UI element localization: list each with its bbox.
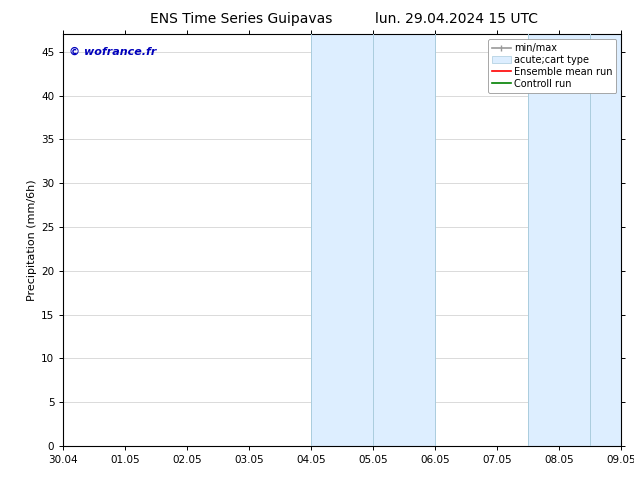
Legend: min/max, acute;cart type, Ensemble mean run, Controll run: min/max, acute;cart type, Ensemble mean … [488, 39, 616, 93]
Bar [590, 34, 621, 446]
Text: ENS Time Series Guipavas: ENS Time Series Guipavas [150, 12, 332, 26]
Bar [528, 34, 590, 446]
Y-axis label: Precipitation (mm/6h): Precipitation (mm/6h) [27, 179, 37, 301]
Text: © wofrance.fr: © wofrance.fr [69, 47, 157, 57]
Bar [311, 34, 373, 446]
Bar [373, 34, 436, 446]
Text: lun. 29.04.2024 15 UTC: lun. 29.04.2024 15 UTC [375, 12, 538, 26]
